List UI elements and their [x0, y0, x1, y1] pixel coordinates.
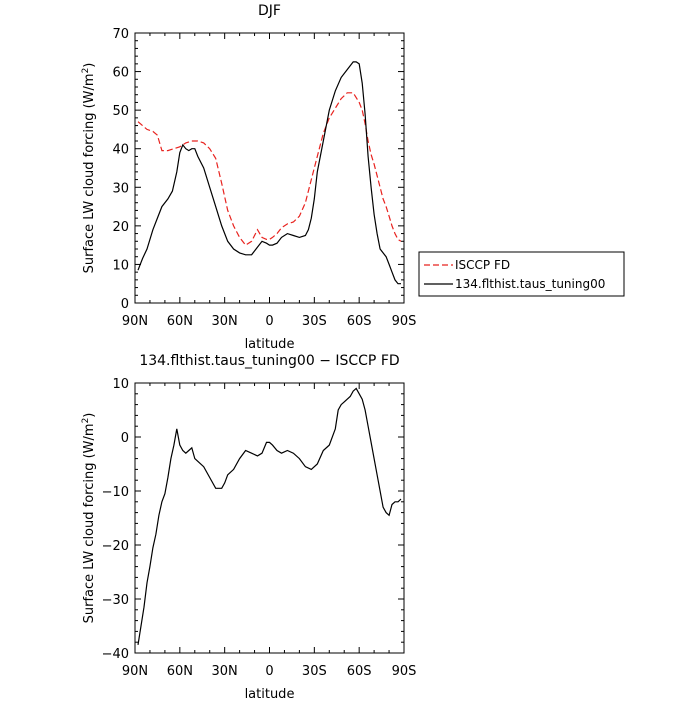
y-tick-label: 30	[112, 181, 129, 196]
y-tick-label: 70	[112, 27, 129, 42]
legend-label-isccp-fd: ISCCP FD	[455, 258, 510, 272]
series-line-0-1	[137, 61, 401, 285]
top-panel-title: DJF	[258, 3, 281, 19]
series-line-0-0	[137, 92, 402, 246]
x-tick-label: 60S	[347, 664, 372, 679]
bottom-panel-y-axis-label: Surface LW cloud forcing (W/m2)	[81, 413, 97, 624]
bottom-panel: 134.flthist.taus_tuning00 − ISCCP FD lat…	[81, 353, 417, 702]
y-tick-label: 60	[112, 66, 129, 81]
series-line-1-0	[137, 387, 402, 645]
y-tick-label: −40	[102, 647, 129, 662]
y-tick-label: 50	[112, 104, 129, 119]
x-tick-label: 60S	[347, 314, 372, 329]
x-tick-label: 90S	[392, 664, 417, 679]
top-panel-y-axis-label: Surface LW cloud forcing (W/m2)	[81, 63, 97, 274]
y-tick-label: 10	[112, 377, 129, 392]
x-tick-label: 60N	[167, 664, 193, 679]
y-tick-label: −20	[102, 539, 129, 554]
x-tick-label: 90N	[122, 314, 148, 329]
x-tick-label: 30N	[212, 314, 238, 329]
legend-box	[418, 251, 625, 297]
top-panel-frame	[134, 32, 405, 304]
x-tick-label: 90N	[122, 664, 148, 679]
bottom-panel-ticks: 90N 60N 30N 0 30S 60S 90S −40 −30 −20 −10 0 10	[102, 377, 417, 679]
x-tick-label: 90S	[392, 314, 417, 329]
x-tick-label: 0	[265, 314, 273, 329]
legend: ISCCP FD 134.flthist.taus_tuning00	[418, 251, 625, 297]
y-tick-label: 0	[121, 297, 129, 312]
y-tick-label: −30	[102, 593, 129, 608]
top-panel-x-axis-label: latitude	[245, 337, 295, 352]
bottom-panel-x-axis-label: latitude	[245, 687, 295, 700]
y-tick-label: 10	[112, 258, 129, 273]
top-panel: DJF latitude Surface LW cloud forcing (W…	[81, 3, 416, 352]
x-tick-label: 60N	[167, 314, 193, 329]
x-tick-label: 30N	[212, 664, 238, 679]
y-tick-label: 0	[121, 431, 129, 446]
bottom-panel-series	[137, 387, 402, 645]
y-tick-label: −10	[102, 485, 129, 500]
y-tick-label: 20	[112, 220, 129, 235]
bottom-panel-title: 134.flthist.taus_tuning00 − ISCCP FD	[139, 353, 399, 369]
bottom-panel-frame	[134, 382, 405, 654]
x-tick-label: 0	[265, 664, 273, 679]
x-tick-label: 30S	[302, 314, 327, 329]
top-panel-ticks: 90N 60N 30N 0 30S 60S 90S 0 10 20 30 40 50 60 70	[112, 27, 416, 329]
y-tick-label: 40	[112, 143, 129, 158]
top-panel-series	[137, 61, 402, 285]
legend-label-model: 134.flthist.taus_tuning00	[455, 277, 605, 291]
x-tick-label: 30S	[302, 664, 327, 679]
